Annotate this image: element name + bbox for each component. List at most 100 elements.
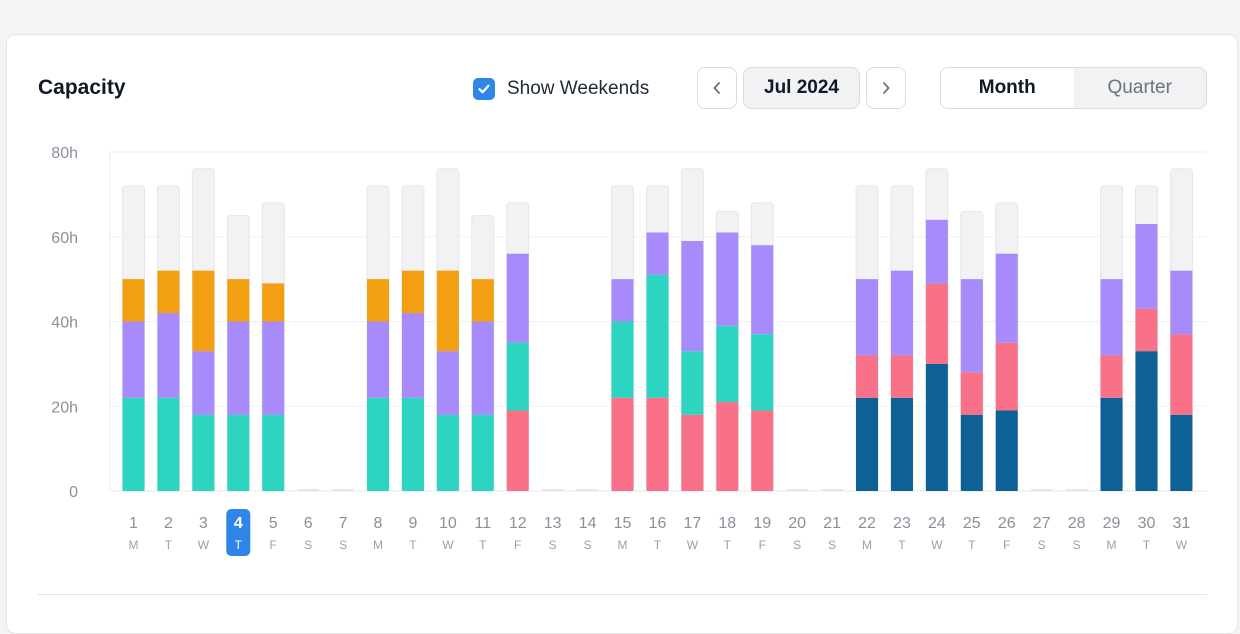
bar-segment-navy — [1170, 414, 1193, 491]
bar-segment-navy — [995, 410, 1018, 491]
day-number-label: 11 — [474, 515, 491, 532]
day-number-label: 28 — [1068, 515, 1086, 532]
weekday-label: S — [584, 538, 592, 552]
y-tick-label: 60h — [51, 230, 78, 247]
show-weekends-label: Show Weekends — [507, 78, 650, 99]
bar-segment-pink — [646, 397, 669, 491]
day-number-label: 14 — [579, 515, 597, 532]
bar-segment-purple — [436, 351, 459, 415]
bar-segment-purple — [401, 313, 424, 398]
bar-segment-teal — [122, 397, 145, 491]
day-number-label: 9 — [408, 515, 417, 532]
day-number-label: 19 — [753, 515, 771, 532]
empty-day-bar — [786, 489, 809, 491]
weekday-label: S — [339, 538, 347, 552]
y-tick-label: 80h — [51, 145, 78, 162]
bar-segment-pink — [1100, 355, 1123, 398]
bar-segment-teal — [401, 397, 424, 491]
empty-day-bar — [1065, 489, 1088, 491]
bar-segment-purple — [681, 240, 704, 352]
show-weekends-checkbox[interactable] — [473, 78, 495, 100]
day-number-label: 29 — [1103, 515, 1121, 532]
weekday-label: F — [759, 538, 766, 552]
bar-segment-navy — [890, 397, 913, 491]
bar-segment-pink — [681, 414, 704, 491]
day-number-label: 2 — [164, 515, 173, 532]
bar-segment-orange — [192, 270, 215, 352]
bar-segment-pink — [716, 402, 739, 491]
bar-segment-pink — [925, 283, 948, 364]
bar-segment-teal — [716, 325, 739, 403]
bar-segment-orange — [157, 270, 180, 314]
bar-segment-pink — [960, 372, 983, 415]
bar-segment-pink — [995, 342, 1018, 411]
bar-segment-teal — [751, 334, 774, 411]
weekday-label: T — [654, 538, 662, 552]
weekday-label: T — [409, 538, 417, 552]
bar-segment-teal — [227, 414, 250, 491]
bar-segment-pink — [506, 410, 529, 491]
day-number-label: 10 — [439, 515, 457, 532]
day-number-label: 8 — [374, 515, 383, 532]
bar-segment-orange — [227, 279, 250, 322]
weekday-label: W — [931, 538, 943, 552]
day-number-label: 15 — [614, 515, 632, 532]
bar-segment-purple — [611, 279, 634, 322]
weekday-label: T — [968, 538, 976, 552]
chevron-left-icon — [713, 82, 720, 94]
day-number-label: 3 — [199, 515, 208, 532]
y-tick-label: 20h — [51, 399, 78, 416]
day-number-label: 16 — [649, 515, 667, 532]
weekday-label: T — [479, 538, 487, 552]
day-number-label: 26 — [998, 515, 1016, 532]
bar-segment-teal — [471, 414, 494, 491]
current-month-button[interactable]: Jul 2024 — [743, 67, 860, 109]
bar-segment-pink — [1135, 308, 1158, 352]
bar-segment-purple — [157, 313, 180, 398]
bar-segment-pink — [856, 355, 879, 398]
card-title: Capacity — [38, 76, 126, 99]
y-tick-label: 0 — [69, 484, 78, 501]
day-number-label: 20 — [788, 515, 806, 532]
bar-segment-orange — [367, 279, 390, 322]
empty-day-bar — [297, 489, 320, 491]
bar-segment-pink — [751, 410, 774, 491]
capacity-chart: 80h 60h 40h 20h 0 1 M 2 T 3 W 4 T 5 F 6 S 7 S 8 M 9 T 10 W 11 T 12 F… — [51, 145, 1207, 556]
bottom-divider — [38, 594, 1207, 595]
bar-segment-purple — [122, 321, 145, 398]
next-month-button[interactable] — [866, 67, 906, 109]
show-weekends-toggle[interactable]: Show Weekends — [473, 76, 649, 102]
day-number-label: 13 — [544, 515, 562, 532]
view-mode-month[interactable]: Month — [941, 68, 1074, 108]
bar-segment-navy — [960, 414, 983, 491]
bar-segment-orange — [122, 279, 145, 322]
bar-segment-purple — [1100, 279, 1123, 356]
day-number-label: 18 — [718, 515, 736, 532]
chevron-right-icon — [883, 82, 890, 94]
bar-segment-purple — [960, 279, 983, 373]
bar-segment-purple — [471, 321, 494, 415]
empty-day-bar — [1030, 489, 1053, 491]
previous-month-button[interactable] — [697, 67, 737, 109]
bar-segment-purple — [751, 245, 774, 335]
weekday-label: T — [898, 538, 906, 552]
bar-segment-teal — [436, 414, 459, 491]
weekday-label: W — [687, 538, 699, 552]
weekday-label: F — [270, 538, 277, 552]
day-number-label: 22 — [858, 515, 876, 532]
empty-day-bar — [332, 489, 355, 491]
view-mode-quarter[interactable]: Quarter — [1107, 77, 1172, 98]
bar-segment-purple — [716, 232, 739, 326]
day-number-label: 27 — [1033, 515, 1051, 532]
day-number-label: 5 — [269, 515, 278, 532]
weekday-label: S — [304, 538, 312, 552]
bar-segment-purple — [262, 321, 285, 415]
weekday-label: M — [1107, 538, 1117, 552]
day-number-label: 7 — [339, 515, 348, 532]
empty-day-bar — [821, 489, 844, 491]
weekday-label: S — [793, 538, 801, 552]
weekday-label: S — [1073, 538, 1081, 552]
bar-segment-teal — [262, 414, 285, 491]
view-mode-toggle: Month Quarter — [940, 67, 1207, 109]
bar-segment-purple — [890, 270, 913, 356]
